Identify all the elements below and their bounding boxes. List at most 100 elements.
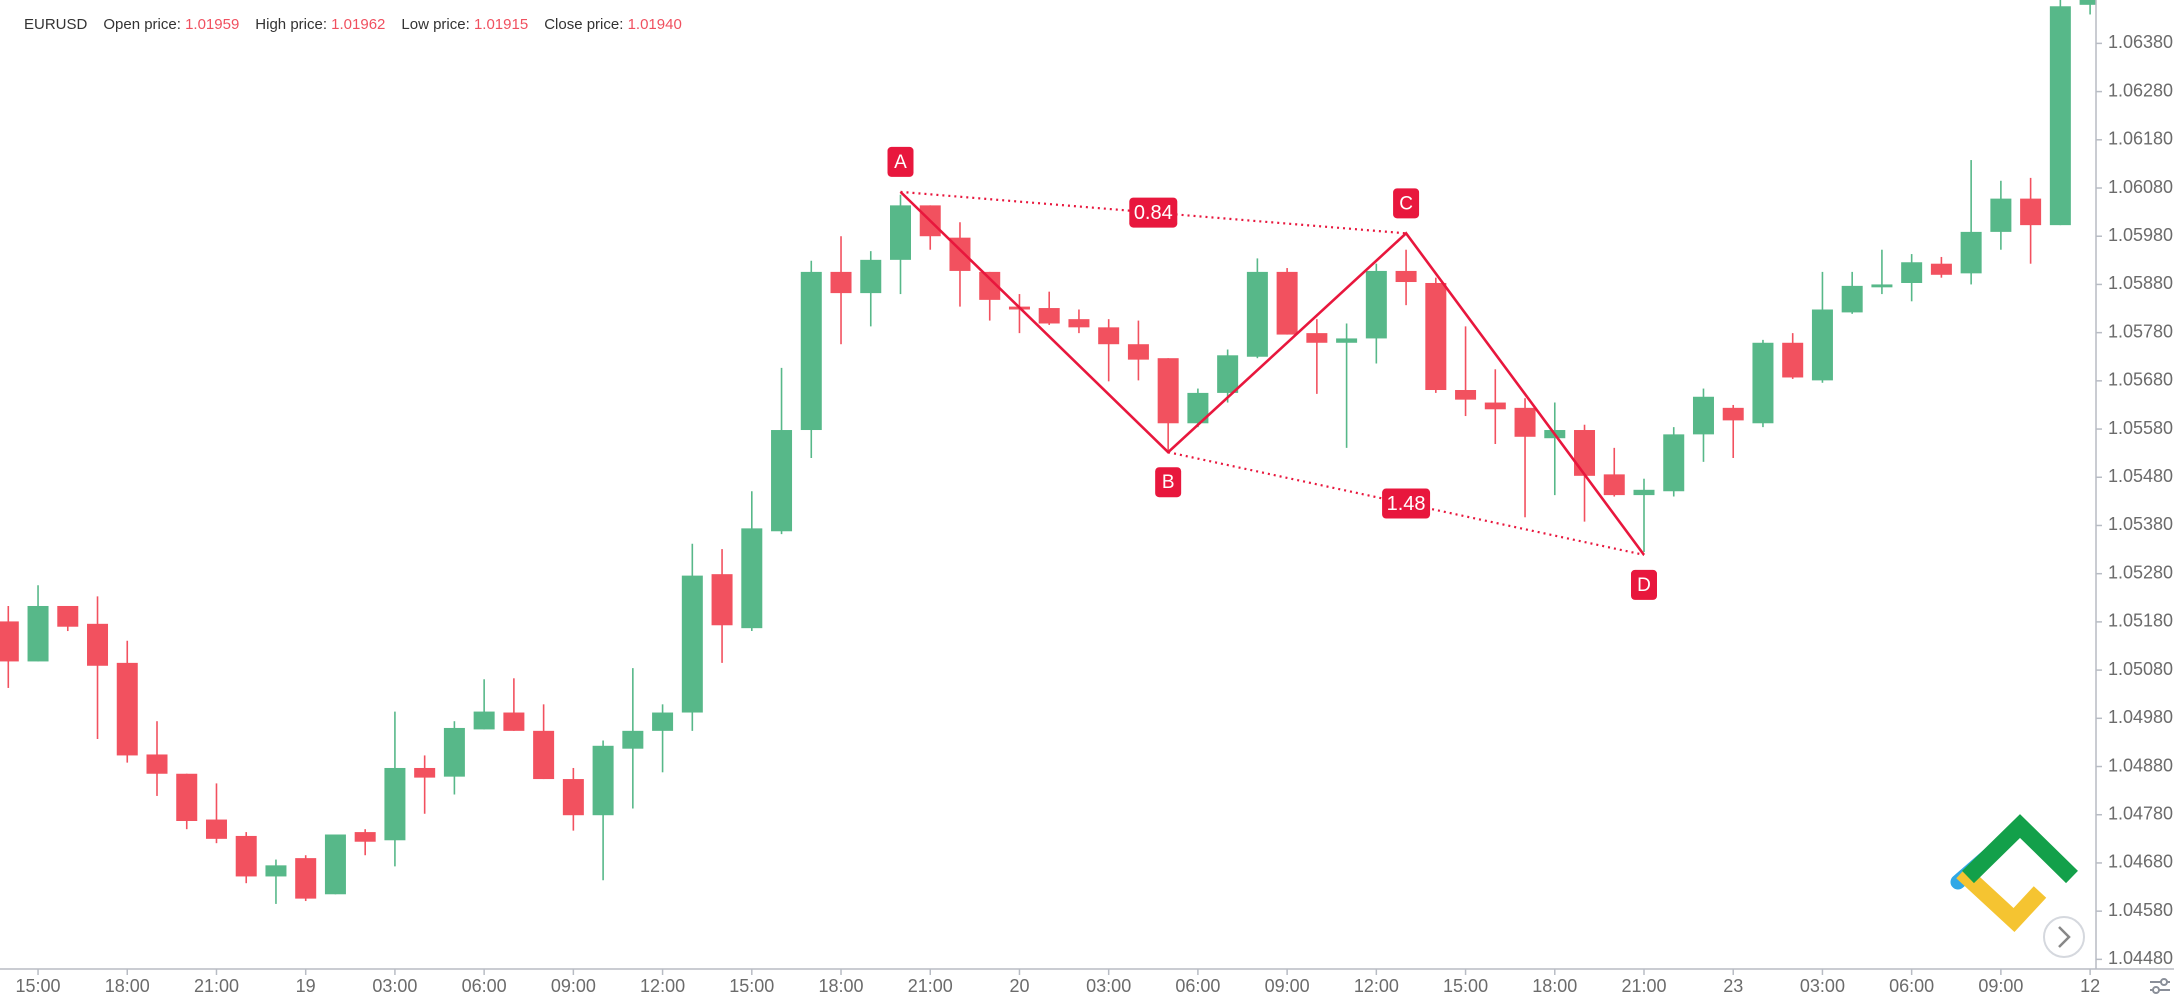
x-tick-label: 18:00 (818, 976, 863, 996)
candle-body (1365, 270, 1387, 339)
candle-body (0, 621, 19, 662)
candle-body (57, 605, 79, 627)
header-value: 1.01962 (331, 16, 386, 33)
x-tick-label: 21:00 (1621, 976, 1666, 996)
candle-body (1930, 263, 1952, 275)
candle-body (1752, 342, 1774, 424)
candle-body (1663, 434, 1685, 492)
y-tick-label: 1.06180 (2108, 129, 2173, 149)
x-tick-label: 06:00 (1175, 976, 1220, 996)
logo-yellow (1956, 865, 2047, 932)
x-tick-label: 12:00 (640, 976, 685, 996)
y-tick-label: 1.05880 (2108, 273, 2173, 293)
x-tick-label: 23 (1723, 976, 1743, 996)
candle-body (2049, 6, 2071, 226)
y-tick-label: 1.06080 (2108, 177, 2173, 197)
candle-body (27, 605, 49, 662)
candle-body (1990, 198, 2012, 232)
candle-body (741, 528, 763, 629)
candle-body (1038, 308, 1060, 324)
candle-body (890, 205, 911, 260)
x-tick-label: 06:00 (1889, 976, 1934, 996)
candle-body (87, 623, 109, 666)
candle-body (265, 865, 287, 877)
x-tick-label: 15:00 (729, 976, 774, 996)
header: EURUSD Open price: 1.01959 High price: 1.0… (24, 16, 682, 33)
point-box (1393, 188, 1420, 219)
candle-body (354, 832, 376, 842)
candle-body (1157, 358, 1179, 424)
candle-body (324, 834, 346, 895)
x-tick-label: 03:00 (372, 976, 417, 996)
x-tick-label: 18:00 (105, 976, 150, 996)
candle-body (1722, 407, 1744, 421)
y-tick-label: 1.04680 (2108, 852, 2173, 872)
y-tick-label: 1.06380 (2108, 32, 2173, 52)
candle-body (1217, 355, 1239, 393)
scroll-button-circle[interactable] (2043, 916, 2085, 958)
y-tick-label: 1.04480 (2108, 948, 2173, 968)
y-tick-label: 1.05680 (2108, 370, 2173, 390)
logo (1950, 814, 2078, 932)
x-tick-label: 15:00 (1443, 976, 1488, 996)
header-field: Open price: 1.01959 (103, 16, 239, 33)
candle-body (592, 745, 614, 816)
x-tick-label: 12 (2080, 976, 2100, 996)
x-tick-label: 03:00 (1800, 976, 1845, 996)
y-tick-label: 1.05780 (2108, 321, 2173, 341)
x-tick-label: 15:00 (16, 976, 61, 996)
candle-body (2020, 198, 2042, 226)
candle-body (1633, 489, 1655, 496)
candle-body (830, 271, 852, 294)
candle-body (414, 767, 436, 778)
y-tick-label: 1.05580 (2108, 418, 2173, 438)
header-label: Low price: (401, 16, 470, 33)
pattern-leg (899, 190, 1646, 556)
x-tick-label: 12:00 (1354, 976, 1399, 996)
x-tick-label: 09:00 (1265, 976, 1310, 996)
candle-body (1395, 270, 1417, 283)
candle-body (562, 779, 584, 816)
candle-body (1246, 271, 1268, 357)
candle-body (1306, 333, 1328, 343)
candle-body (176, 773, 198, 821)
settings-knob[interactable] (2160, 978, 2168, 986)
candle-body (146, 754, 168, 774)
y-tick-label: 1.04880 (2108, 755, 2173, 775)
candle-body (1068, 319, 1090, 328)
ratio-box (1129, 197, 1178, 228)
x-tick-label: 20 (1009, 976, 1029, 996)
logo-green (1962, 814, 2078, 884)
settings-icon[interactable] (2150, 978, 2170, 994)
x-tick-label: 06:00 (462, 976, 507, 996)
axes: 1.04480 1.04580 1.04680 1.04780 1.04880 1.049… (16, 32, 2174, 996)
settings-knob[interactable] (2152, 986, 2160, 994)
candle-body (443, 727, 465, 777)
candle-body (1901, 262, 1923, 283)
ratio-label: 0.84 (1134, 202, 1173, 224)
point-box (1631, 569, 1657, 600)
candle-body (384, 767, 406, 841)
scroll-button-arrow[interactable] (2058, 926, 2071, 948)
candle-body (295, 858, 317, 899)
pattern: 0.84 1.48 A B C D (887, 146, 1657, 600)
point-label: B (1162, 472, 1175, 493)
candle-body (1782, 342, 1804, 378)
header-label: Close price: (544, 16, 624, 33)
x-tick-label: 18:00 (1532, 976, 1577, 996)
x-tick-label: 03:00 (1086, 976, 1131, 996)
candle-body (1811, 309, 1833, 381)
y-tick-label: 1.05980 (2108, 225, 2173, 245)
point-box (887, 146, 914, 177)
candle-body (771, 430, 793, 532)
symbol: EURUSD (24, 16, 88, 33)
scroll-button[interactable] (2043, 916, 2085, 958)
y-tick-label: 1.05280 (2108, 562, 2173, 582)
y-tick-label: 1.05380 (2108, 514, 2173, 534)
header-value: 1.01915 (473, 16, 529, 33)
x-tick-label: 19 (296, 976, 316, 996)
point-box (1155, 467, 1182, 498)
candle-body (1841, 285, 1863, 313)
ratio-box (1382, 488, 1431, 519)
